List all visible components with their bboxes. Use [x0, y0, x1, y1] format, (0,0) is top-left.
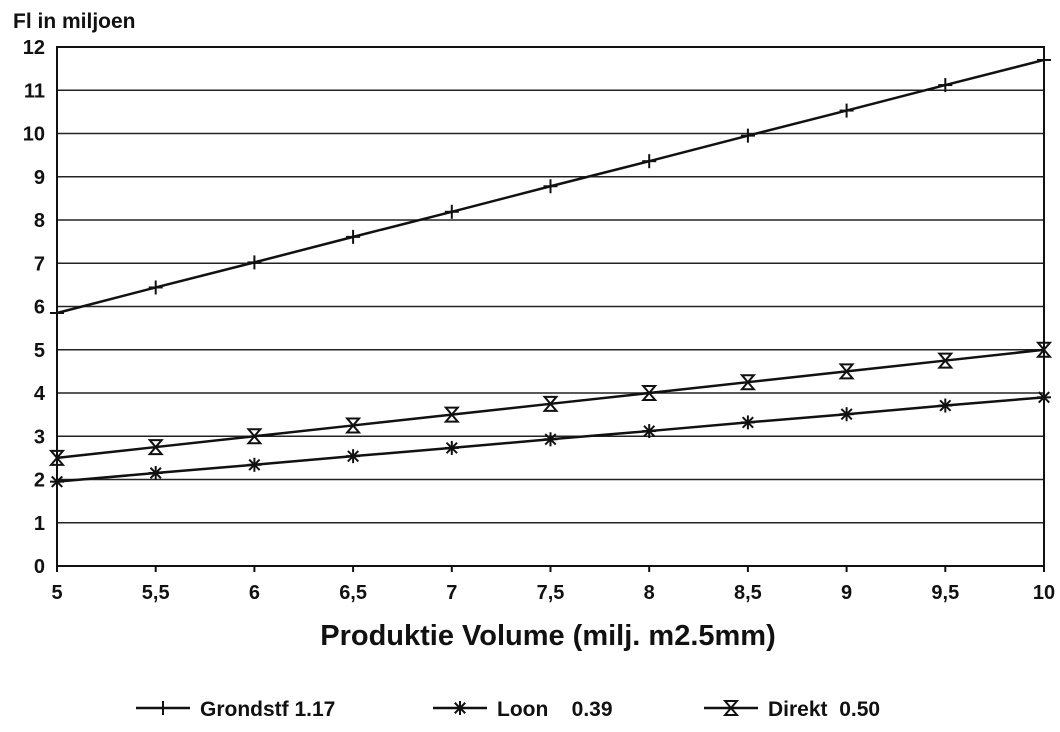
- x-tick-label-1: 5,5: [142, 582, 170, 604]
- x-tick-label-0: 5: [51, 582, 62, 604]
- plot-area-frame: [56, 46, 1045, 567]
- x-tick-label-10: 10: [1033, 582, 1055, 604]
- series-0-point-1: [148, 280, 163, 295]
- series-0-point-2: [247, 255, 262, 270]
- legend-marker-2: [722, 700, 740, 716]
- series-2-point-5: [542, 395, 559, 412]
- y-tick-label-1: 1: [34, 513, 45, 535]
- legend: Grondstf 1.17 Loon 0.39 Direkt 0.50: [136, 698, 880, 721]
- y-tick-label-6: 6: [34, 297, 45, 319]
- series-2-point-0: [48, 449, 66, 466]
- y-tick-label-7: 7: [34, 253, 45, 275]
- legend-marker-0: [156, 701, 170, 715]
- x-tick-label-9: 9,5: [931, 582, 959, 604]
- series-2-point-10: [1035, 341, 1053, 358]
- series-1-point-9: [938, 398, 953, 413]
- legend-label-0: Grondstf 1.17: [200, 698, 335, 721]
- series-1-point-6: [642, 424, 657, 439]
- x-tick-label-3: 6,5: [339, 582, 367, 604]
- series-1-point-1: [148, 466, 163, 481]
- series-1-point-3: [346, 449, 361, 464]
- series-0-point-3: [346, 229, 361, 244]
- x-tick-label-4: 7: [446, 582, 457, 604]
- series-2-point-3: [344, 417, 362, 434]
- series-0-point-4: [444, 204, 459, 219]
- y-axis-title: Fl in miljoen: [13, 10, 136, 33]
- legend-label-1: Loon 0.39: [497, 698, 613, 721]
- series-1-point-7: [740, 415, 755, 430]
- series-0-point-8: [839, 103, 854, 118]
- y-tick-label-4: 4: [34, 383, 46, 405]
- x-tick-label-5: 7,5: [537, 582, 565, 604]
- series-1-point-2: [247, 457, 262, 472]
- grid-lines: [57, 89, 1044, 524]
- series-0-point-7: [740, 128, 755, 143]
- series-2-point-9: [937, 352, 954, 369]
- y-tick-label-2: 2: [34, 470, 45, 492]
- series-0-point-9: [938, 78, 953, 93]
- x-tick-label-6: 8: [644, 582, 655, 604]
- series-1-point-4: [444, 440, 459, 455]
- y-tick-label-9: 9: [34, 167, 45, 189]
- y-tick-label-12: 12: [23, 37, 45, 59]
- legend-label-2: Direkt 0.50: [768, 698, 880, 721]
- y-tick-label-3: 3: [34, 426, 45, 448]
- series-2-point-1: [147, 439, 164, 456]
- series-2-point-8: [838, 363, 855, 380]
- series-2-point-6: [641, 385, 658, 401]
- y-tick-label-5: 5: [34, 340, 45, 362]
- series-1-point-5: [543, 432, 558, 447]
- x-axis-ticks: 5 5,5 6 6,5 7 7,5 8 8,5 9 9,5 10: [51, 566, 1055, 604]
- x-axis-title: Produktie Volume (milj. m2.5mm): [320, 620, 776, 652]
- y-tick-label-8: 8: [34, 210, 45, 232]
- y-tick-label-10: 10: [23, 124, 45, 146]
- series-2-point-7: [739, 374, 757, 391]
- y-tick-label-11: 11: [24, 80, 45, 102]
- x-tick-label-2: 6: [249, 582, 260, 604]
- series-2-point-4: [443, 406, 460, 423]
- series-1-point-8: [839, 407, 854, 422]
- y-tick-label-0: 0: [34, 556, 45, 578]
- series-0-point-6: [642, 154, 657, 169]
- series-2-point-2: [246, 428, 263, 445]
- x-tick-label-8: 9: [841, 582, 852, 604]
- x-tick-label-7: 8,5: [734, 582, 762, 604]
- series-0-point-5: [543, 179, 558, 194]
- legend-marker-1: [453, 701, 467, 715]
- series-lines: [48, 52, 1053, 489]
